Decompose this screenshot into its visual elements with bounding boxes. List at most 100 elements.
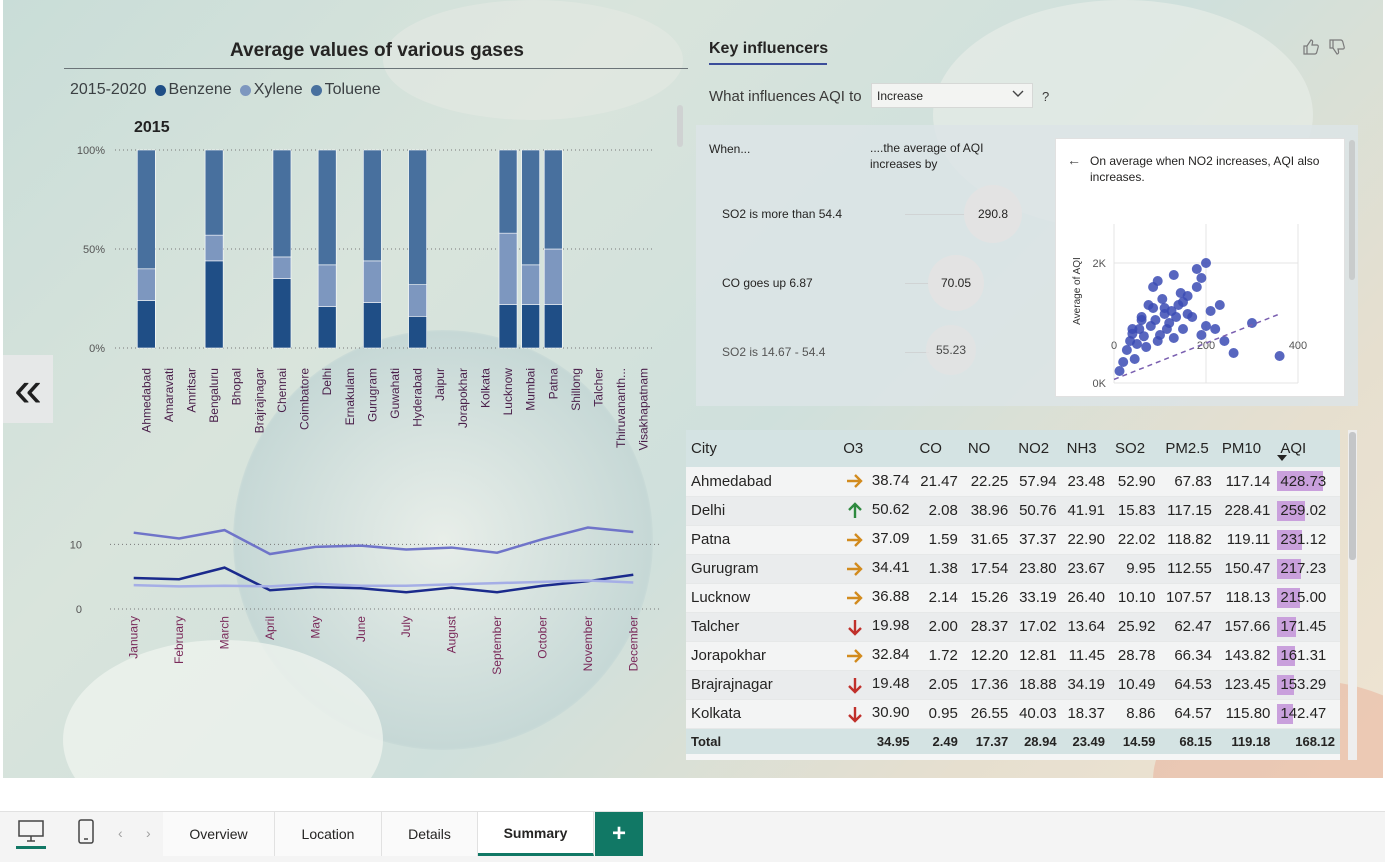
- scatter-point[interactable]: [1214, 300, 1225, 310]
- bar-segment-benzene[interactable]: [204, 260, 224, 349]
- table-row[interactable]: Talcher 19.98 2.00 28.37 17.02 13.64 25.92 62.4…: [686, 612, 1340, 641]
- scatter-point[interactable]: [1141, 342, 1152, 352]
- line-series-benzene[interactable]: [133, 566, 634, 594]
- scatter-point[interactable]: [1136, 315, 1147, 325]
- bar-segment-xylene[interactable]: [498, 232, 518, 305]
- scatter-point[interactable]: [1228, 348, 1239, 358]
- col-header-so2[interactable]: SO2: [1115, 440, 1146, 457]
- influencer-row-label[interactable]: SO2 is more than 54.4: [722, 207, 843, 221]
- bar-segment-xylene[interactable]: [543, 248, 563, 305]
- desktop-view-icon[interactable]: [17, 818, 45, 844]
- col-header-pm25[interactable]: PM2.5: [1165, 440, 1209, 457]
- scatter-point[interactable]: [1182, 309, 1193, 319]
- add-page-button[interactable]: +: [595, 812, 643, 856]
- table-row[interactable]: Gurugram 34.41 1.38 17.54 23.80 23.67 9.95 112.…: [686, 554, 1340, 583]
- col-header-o3[interactable]: O3: [843, 440, 864, 457]
- table-row[interactable]: Kolkata 30.90 0.95 26.55 40.03 18.37 8.86 64.57…: [686, 699, 1340, 728]
- bar-segment-xylene[interactable]: [137, 268, 156, 301]
- scatter-point[interactable]: [1129, 354, 1140, 364]
- bar-segment-xylene[interactable]: [317, 264, 337, 307]
- table-row[interactable]: Brajrajnagar 19.48 2.05 17.36 18.88 34.19 10.4…: [686, 670, 1340, 699]
- tab-summary[interactable]: Summary: [478, 812, 594, 856]
- scatter-point[interactable]: [1201, 258, 1211, 268]
- influencer-row-label[interactable]: CO goes up 6.87: [722, 276, 813, 290]
- thumbs-up-icon[interactable]: [1302, 38, 1320, 56]
- influencer-value-bubble[interactable]: 55.23: [926, 325, 976, 375]
- bar-segment-toluene[interactable]: [137, 149, 156, 270]
- col-header-co[interactable]: CO: [919, 440, 942, 457]
- scatter-point[interactable]: [1201, 321, 1211, 331]
- table-row[interactable]: Patna 37.09 1.59 31.65 37.37 22.90 22.02 118.82…: [686, 525, 1340, 554]
- influencers-scrollbar[interactable]: [1349, 140, 1355, 280]
- scatter-point[interactable]: [1148, 282, 1159, 292]
- scatter-point[interactable]: [1164, 318, 1175, 328]
- influencer-row-label[interactable]: SO2 is 14.67 - 54.4: [722, 345, 826, 359]
- scatter-point[interactable]: [1157, 294, 1168, 304]
- bar-segment-toluene[interactable]: [204, 149, 224, 236]
- scatter-point[interactable]: [1210, 324, 1221, 334]
- tab-overview[interactable]: Overview: [163, 812, 275, 856]
- bar-segment-benzene[interactable]: [408, 316, 427, 349]
- bar-segment-benzene[interactable]: [137, 300, 156, 349]
- bar-segment-benzene[interactable]: [363, 302, 382, 349]
- chart-scrollbar[interactable]: [677, 105, 683, 147]
- col-header-city[interactable]: City: [691, 440, 717, 457]
- scatter-point[interactable]: [1148, 303, 1159, 313]
- bar-segment-toluene[interactable]: [498, 149, 518, 234]
- table-row[interactable]: Lucknow 36.88 2.14 15.26 33.19 26.40 10.10 107.…: [686, 583, 1340, 612]
- bar-segment-toluene[interactable]: [317, 149, 337, 266]
- line-series-toluene[interactable]: [133, 526, 634, 556]
- scatter-point[interactable]: [1134, 324, 1145, 334]
- bar-segment-benzene[interactable]: [498, 304, 518, 349]
- bar-segment-xylene[interactable]: [408, 284, 427, 317]
- scatter-point[interactable]: [1114, 366, 1125, 376]
- table-scrollbar[interactable]: [1349, 432, 1356, 560]
- thumbs-down-icon[interactable]: [1328, 38, 1346, 56]
- chevron-left-icon[interactable]: ‹: [118, 825, 123, 841]
- scatter-point[interactable]: [1118, 357, 1129, 367]
- scatter-point[interactable]: [1191, 264, 1202, 274]
- col-header-pm10[interactable]: PM10: [1221, 440, 1262, 457]
- chevron-right-icon[interactable]: ›: [146, 825, 151, 841]
- bar-segment-toluene[interactable]: [543, 149, 563, 250]
- scatter-point[interactable]: [1138, 331, 1149, 342]
- bar-segment-toluene[interactable]: [408, 149, 427, 285]
- bar-segment-toluene[interactable]: [272, 149, 292, 258]
- bar-segment-toluene[interactable]: [363, 149, 382, 262]
- col-header-no2[interactable]: NO2: [1018, 440, 1050, 457]
- col-header-aqi[interactable]: AQI: [1275, 430, 1340, 467]
- scatter-point[interactable]: [1196, 330, 1207, 340]
- bar-segment-benzene[interactable]: [521, 304, 540, 349]
- bar-segment-xylene[interactable]: [204, 234, 224, 262]
- scatter-point[interactable]: [1178, 297, 1188, 307]
- scatter-point[interactable]: [1150, 315, 1161, 325]
- influencer-value-bubble[interactable]: 70.05: [928, 255, 984, 311]
- scatter-point[interactable]: [1191, 282, 1202, 292]
- collapse-panel-button[interactable]: «: [3, 355, 53, 423]
- table-row[interactable]: Delhi 50.62 2.08 38.96 50.76 41.91 15.83 117.15…: [686, 496, 1340, 525]
- help-icon[interactable]: ?: [1042, 89, 1050, 104]
- back-arrow-icon[interactable]: ←: [1067, 152, 1081, 168]
- bar-segment-xylene[interactable]: [363, 260, 382, 303]
- scatter-point[interactable]: [1168, 270, 1179, 280]
- bar-segment-xylene[interactable]: [521, 264, 540, 305]
- col-header-nh3[interactable]: NH3: [1066, 440, 1097, 457]
- tab-details[interactable]: Details: [382, 812, 478, 856]
- col-header-no[interactable]: NO: [967, 440, 991, 457]
- scatter-point[interactable]: [1127, 324, 1138, 334]
- scatter-point[interactable]: [1159, 303, 1170, 313]
- scatter-point[interactable]: [1274, 351, 1285, 361]
- direction-dropdown[interactable]: Increase: [871, 83, 1033, 108]
- scatter-point[interactable]: [1121, 345, 1132, 355]
- bar-segment-benzene[interactable]: [317, 306, 337, 349]
- scatter-point[interactable]: [1178, 324, 1188, 334]
- scatter-point[interactable]: [1196, 273, 1207, 283]
- scatter-point[interactable]: [1171, 312, 1182, 322]
- tab-location[interactable]: Location: [275, 812, 382, 856]
- bar-segment-xylene[interactable]: [272, 256, 292, 279]
- scatter-point[interactable]: [1205, 306, 1216, 316]
- mobile-view-icon[interactable]: [75, 818, 97, 846]
- key-influencers-tab[interactable]: Key influencers: [709, 40, 829, 57]
- table-row[interactable]: Ahmedabad 38.74 21.47 22.25 57.94 23.48 52.90 6…: [686, 467, 1340, 496]
- table-row[interactable]: Jorapokhar 32.84 1.72 12.20 12.81 11.45 28.78 6…: [686, 641, 1340, 670]
